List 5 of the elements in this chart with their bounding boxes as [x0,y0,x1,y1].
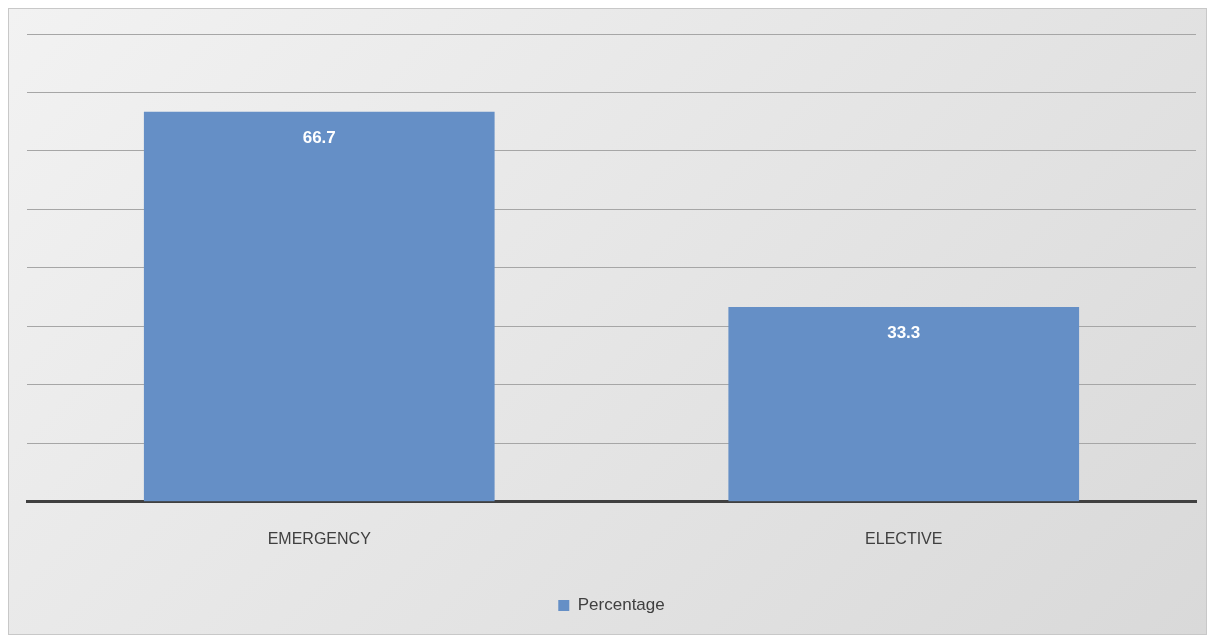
x-tick-label: ELECTIVE [865,529,943,547]
data-label: 66.7 [302,127,336,147]
legend-label: Percentage [577,595,665,615]
data-label: 33.3 [887,323,921,343]
x-tick-label: EMERGENCY [267,529,372,547]
